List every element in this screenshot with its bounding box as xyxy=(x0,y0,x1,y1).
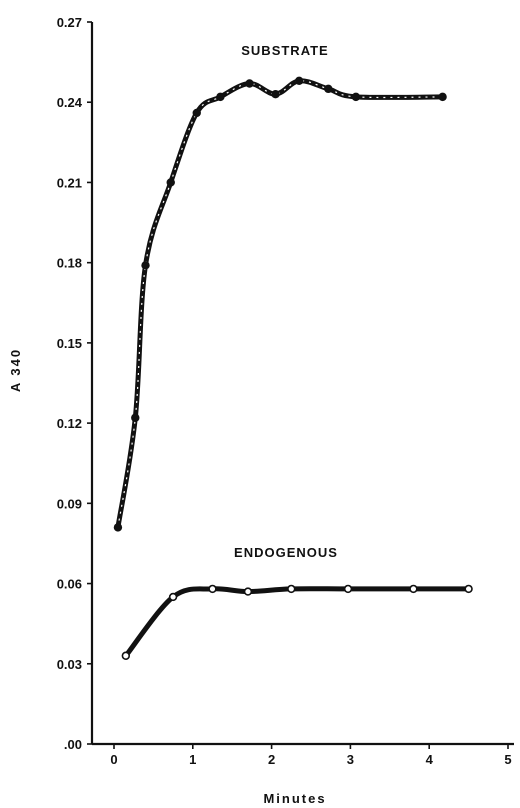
x-tick-label-2: 2 xyxy=(268,752,275,767)
data-point-substrate-9 xyxy=(324,84,333,94)
data-point-substrate-5 xyxy=(216,92,225,102)
x-axis-title: Minutes xyxy=(263,791,326,806)
data-point-substrate-1 xyxy=(131,413,140,422)
axes: .00 0.03 0.06 0.09 0.12 0.15 0.18 0.21 0.24 0.27 0… xyxy=(57,15,514,767)
y-tick-label-6: 0.18 xyxy=(57,256,82,271)
data-point-endogenous-7 xyxy=(464,584,473,594)
x-tick-label-0: 0 xyxy=(110,752,117,767)
y-tick-label-9: 0.27 xyxy=(57,15,82,30)
data-point-substrate-8 xyxy=(294,76,304,86)
y-tick-label-8: 0.24 xyxy=(57,95,83,110)
y-tick-label-2: 0.06 xyxy=(57,577,82,592)
x-tick-label-4: 4 xyxy=(426,752,434,767)
data-point-endogenous-1 xyxy=(168,592,178,602)
data-point-endogenous-2 xyxy=(208,584,217,594)
data-point-substrate-11 xyxy=(438,92,447,102)
data-point-endogenous-0 xyxy=(121,651,131,660)
y-tick-label-7: 0.21 xyxy=(57,175,82,190)
curve-endogenous xyxy=(123,586,472,659)
data-point-substrate-6 xyxy=(245,79,254,88)
curves xyxy=(115,78,472,659)
series-label-substrate: SUBSTRATE xyxy=(241,43,328,58)
data-point-endogenous-3 xyxy=(243,587,253,596)
y-tick-label-1: 0.03 xyxy=(57,657,82,672)
x-tick-label-3: 3 xyxy=(347,752,354,767)
data-point-substrate-2 xyxy=(141,261,150,270)
curve-hatch-substrate xyxy=(117,80,443,528)
data-point-substrate-7 xyxy=(271,90,280,99)
data-point-substrate-3 xyxy=(166,178,175,187)
labels: SUBSTRATE ENDOGENOUS Minutes A 340 xyxy=(8,43,338,806)
data-point-endogenous-6 xyxy=(409,584,418,594)
data-point-substrate-0 xyxy=(113,523,123,532)
series-label-endogenous: ENDOGENOUS xyxy=(234,545,338,560)
curve-substrate xyxy=(115,78,446,530)
x-tick-label-1: 1 xyxy=(189,752,196,767)
data-point-substrate-10 xyxy=(351,92,361,102)
data-point-endogenous-5 xyxy=(343,584,353,594)
y-tick-label-3: 0.09 xyxy=(57,496,82,511)
y-tick-label-4: 0.12 xyxy=(57,416,82,431)
y-tick-label-0: .00 xyxy=(64,737,82,752)
y-tick-label-5: 0.15 xyxy=(57,336,82,351)
x-tick-label-5: 5 xyxy=(504,752,511,767)
data-point-substrate-4 xyxy=(192,108,201,118)
y-axis-title: A 340 xyxy=(8,348,23,392)
data-point-endogenous-4 xyxy=(287,584,296,594)
markers xyxy=(113,76,473,660)
